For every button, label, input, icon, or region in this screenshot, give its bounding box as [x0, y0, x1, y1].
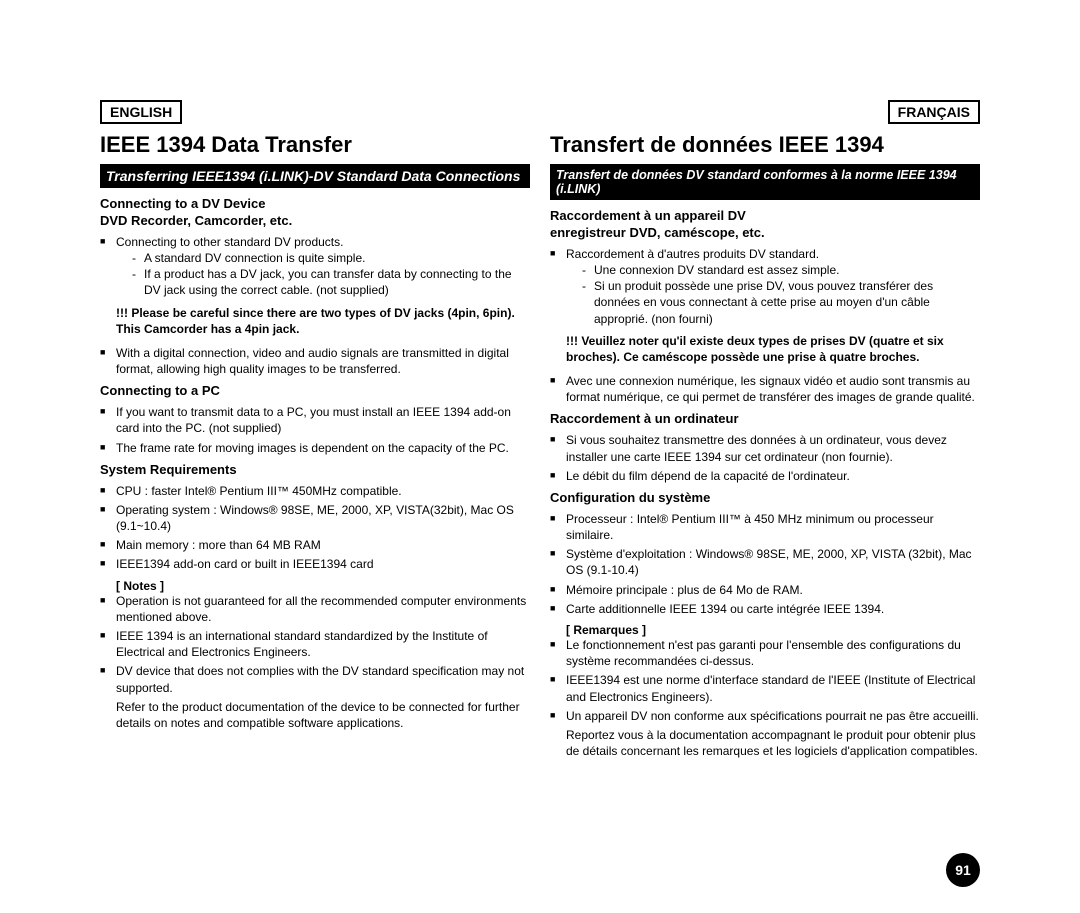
subhead-dv-device-fr: Raccordement à un appareil DV enregistre… [550, 208, 980, 242]
content-block: Si vous souhaitez transmettre des donnée… [550, 432, 980, 484]
list-item: Operating system : Windows® 98SE, ME, 20… [100, 502, 530, 534]
list-item: CPU : faster Intel® Pentium III™ 450MHz … [100, 483, 530, 499]
list-item: Le débit du film dépend de la capacité d… [550, 468, 980, 484]
content-block: If you want to transmit data to a PC, yo… [100, 404, 530, 456]
warning-text: !!! Please be careful since there are tw… [100, 305, 530, 337]
list-item: Le fonctionnement n'est pas garanti pour… [550, 637, 980, 669]
content-block: Avec une connexion numérique, les signau… [550, 373, 980, 405]
page-container: ENGLISH IEEE 1394 Data Transfer Transfer… [100, 100, 980, 759]
content-block: Le fonctionnement n'est pas garanti pour… [550, 637, 980, 759]
section-banner-english: Transferring IEEE1394 (i.LINK)-DV Standa… [100, 164, 530, 188]
list-item: Une connexion DV standard est assez simp… [582, 262, 980, 278]
subhead-sysreq-fr: Configuration du système [550, 490, 980, 507]
list-item: If you want to transmit data to a PC, yo… [100, 404, 530, 436]
subhead-pc-fr: Raccordement à un ordinateur [550, 411, 980, 428]
list-item: Système d'exploitation : Windows® 98SE, … [550, 546, 980, 578]
lang-label-french: FRANÇAIS [888, 100, 980, 124]
bullet-text: Raccordement à d'autres produits DV stan… [566, 247, 819, 261]
content-block: With a digital connection, video and aud… [100, 345, 530, 377]
page-number-badge: 91 [946, 853, 980, 887]
subhead-line: Raccordement à un appareil DV [550, 208, 746, 223]
list-item: Carte additionnelle IEEE 1394 ou carte i… [550, 601, 980, 617]
list-item: With a digital connection, video and aud… [100, 345, 530, 377]
subhead-line: Connecting to a DV Device [100, 196, 265, 211]
subhead-line: DVD Recorder, Camcorder, etc. [100, 213, 292, 228]
list-item: Processeur : Intel® Pentium III™ à 450 M… [550, 511, 980, 543]
list-item: Raccordement à d'autres produits DV stan… [550, 246, 980, 327]
subhead-pc: Connecting to a PC [100, 383, 530, 400]
content-block: Connecting to other standard DV products… [100, 234, 530, 299]
list-item: Main memory : more than 64 MB RAM [100, 537, 530, 553]
warning-text-fr: !!! Veuillez noter qu'il existe deux typ… [550, 333, 980, 365]
subhead-sysreq: System Requirements [100, 462, 530, 479]
section-banner-french: Transfert de données DV standard conform… [550, 164, 980, 200]
french-column: FRANÇAIS Transfert de données IEEE 1394 … [550, 100, 980, 759]
list-item: Si un produit possède une prise DV, vous… [582, 278, 980, 327]
content-block: Raccordement à d'autres produits DV stan… [550, 246, 980, 327]
list-item: DV device that does not complies with th… [100, 663, 530, 695]
lang-label-english: ENGLISH [100, 100, 182, 124]
list-item: The frame rate for moving images is depe… [100, 440, 530, 456]
list-item: IEEE 1394 is an international standard s… [100, 628, 530, 660]
subhead-dv-device: Connecting to a DV Device DVD Recorder, … [100, 196, 530, 230]
list-item: IEEE1394 add-on card or built in IEEE139… [100, 556, 530, 572]
list-item: IEEE1394 est une norme d'interface stand… [550, 672, 980, 704]
reference-text-fr: Reportez vous à la documentation accompa… [550, 727, 980, 759]
reference-text: Refer to the product documentation of th… [100, 699, 530, 731]
list-item: Avec une connexion numérique, les signau… [550, 373, 980, 405]
list-item: Mémoire principale : plus de 64 Mo de RA… [550, 582, 980, 598]
list-item: Si vous souhaitez transmettre des donnée… [550, 432, 980, 464]
main-title-french: Transfert de données IEEE 1394 [550, 132, 980, 158]
main-title-english: IEEE 1394 Data Transfer [100, 132, 530, 158]
notes-label: [ Notes ] [100, 579, 530, 593]
list-item: Connecting to other standard DV products… [100, 234, 530, 299]
list-item: Operation is not guaranteed for all the … [100, 593, 530, 625]
content-block: CPU : faster Intel® Pentium III™ 450MHz … [100, 483, 530, 573]
content-block: Operation is not guaranteed for all the … [100, 593, 530, 732]
subhead-line: enregistreur DVD, caméscope, etc. [550, 225, 765, 240]
list-item: A standard DV connection is quite simple… [132, 250, 530, 266]
list-item: Un appareil DV non conforme aux spécific… [550, 708, 980, 724]
notes-label-fr: [ Remarques ] [550, 623, 980, 637]
list-item: If a product has a DV jack, you can tran… [132, 266, 530, 298]
bullet-text: Connecting to other standard DV products… [116, 235, 343, 249]
content-block: Processeur : Intel® Pentium III™ à 450 M… [550, 511, 980, 617]
english-column: ENGLISH IEEE 1394 Data Transfer Transfer… [100, 100, 530, 759]
